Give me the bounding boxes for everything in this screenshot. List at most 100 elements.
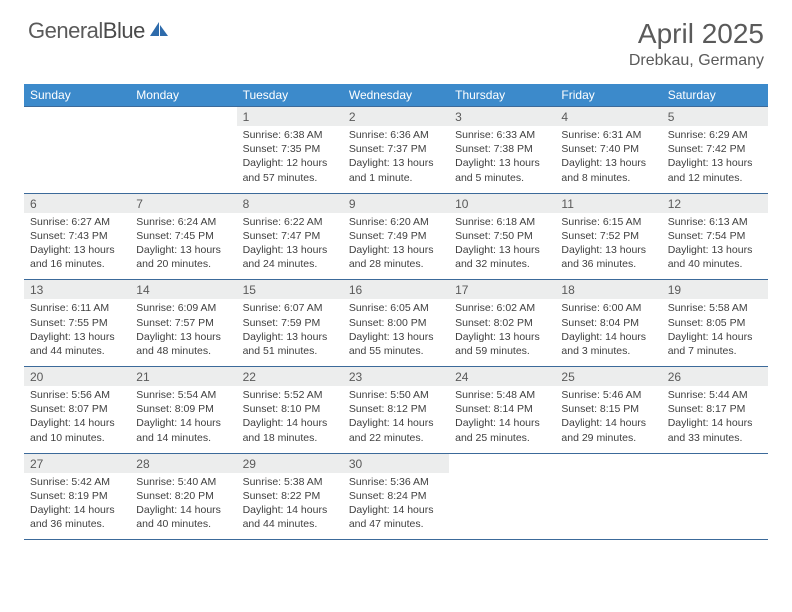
sunrise-text: Sunrise: 5:50 AM bbox=[349, 388, 443, 402]
day-detail-cell: Sunrise: 5:52 AMSunset: 8:10 PMDaylight:… bbox=[237, 386, 343, 453]
day-detail-cell: Sunrise: 5:42 AMSunset: 8:19 PMDaylight:… bbox=[24, 473, 130, 540]
sunset-text: Sunset: 8:02 PM bbox=[455, 316, 549, 330]
daylight-text: Daylight: 14 hours and 29 minutes. bbox=[561, 416, 655, 444]
sunset-text: Sunset: 8:15 PM bbox=[561, 402, 655, 416]
daylight-text: Daylight: 13 hours and 24 minutes. bbox=[243, 243, 337, 271]
sunset-text: Sunset: 7:59 PM bbox=[243, 316, 337, 330]
sunset-text: Sunset: 7:54 PM bbox=[668, 229, 762, 243]
day-detail-cell bbox=[555, 473, 661, 540]
col-wednesday: Wednesday bbox=[343, 84, 449, 107]
day-detail-row: Sunrise: 5:42 AMSunset: 8:19 PMDaylight:… bbox=[24, 473, 768, 540]
sunrise-text: Sunrise: 5:48 AM bbox=[455, 388, 549, 402]
daylight-text: Daylight: 14 hours and 3 minutes. bbox=[561, 330, 655, 358]
sunrise-text: Sunrise: 6:33 AM bbox=[455, 128, 549, 142]
day-detail-row: Sunrise: 6:38 AMSunset: 7:35 PM Daylight:… bbox=[24, 126, 768, 193]
daylight-text: Daylight: 13 hours and 59 minutes. bbox=[455, 330, 549, 358]
daylight-text: Daylight: 14 hours and 36 minutes. bbox=[30, 503, 124, 531]
sunset-text: Sunset: 8:07 PM bbox=[30, 402, 124, 416]
day-detail-cell: Sunrise: 6:27 AMSunset: 7:43 PMDaylight:… bbox=[24, 213, 130, 280]
logo-sail-icon bbox=[148, 20, 170, 38]
day-number-cell: 25 bbox=[555, 367, 661, 387]
day-number-cell bbox=[130, 107, 236, 127]
sunset-text: Sunset: 8:09 PM bbox=[136, 402, 230, 416]
day-detail-cell: Sunrise: 5:46 AMSunset: 8:15 PMDaylight:… bbox=[555, 386, 661, 453]
day-detail-cell: Sunrise: 5:58 AMSunset: 8:05 PMDaylight:… bbox=[662, 299, 768, 366]
daylight-text: Daylight: 13 hours and 20 minutes. bbox=[136, 243, 230, 271]
daylight-text: Daylight: 13 hours and 55 minutes. bbox=[349, 330, 443, 358]
day-detail-cell: Sunrise: 5:38 AMSunset: 8:22 PMDaylight:… bbox=[237, 473, 343, 540]
daylight-text: Daylight: 14 hours and 40 minutes. bbox=[136, 503, 230, 531]
sunrise-text: Sunrise: 5:44 AM bbox=[668, 388, 762, 402]
day-detail-row: Sunrise: 6:11 AMSunset: 7:55 PMDaylight:… bbox=[24, 299, 768, 366]
sunset-text: Sunset: 7:38 PM bbox=[455, 142, 549, 156]
day-number-cell: 8 bbox=[237, 193, 343, 213]
logo-text-blue: Blue bbox=[103, 18, 145, 43]
col-thursday: Thursday bbox=[449, 84, 555, 107]
sunrise-text: Sunrise: 6:15 AM bbox=[561, 215, 655, 229]
sunrise-text: Sunrise: 6:00 AM bbox=[561, 301, 655, 315]
sunrise-text: Sunrise: 5:58 AM bbox=[668, 301, 762, 315]
day-detail-cell: Sunrise: 6:31 AMSunset: 7:40 PMDaylight:… bbox=[555, 126, 661, 193]
day-number-cell: 7 bbox=[130, 193, 236, 213]
sunset-text: Sunset: 7:50 PM bbox=[455, 229, 549, 243]
day-number-row: 20212223242526 bbox=[24, 367, 768, 387]
sunrise-text: Sunrise: 6:20 AM bbox=[349, 215, 443, 229]
daylight-text: Daylight: 13 hours and 32 minutes. bbox=[455, 243, 549, 271]
logo-text: GeneralBlue bbox=[28, 18, 145, 44]
day-number-cell: 4 bbox=[555, 107, 661, 127]
calendar: Sunday Monday Tuesday Wednesday Thursday… bbox=[24, 84, 768, 540]
day-number-cell: 20 bbox=[24, 367, 130, 387]
day-detail-cell: Sunrise: 5:36 AMSunset: 8:24 PMDaylight:… bbox=[343, 473, 449, 540]
day-number-cell: 17 bbox=[449, 280, 555, 300]
sunset-text: Sunset: 8:17 PM bbox=[668, 402, 762, 416]
day-number-cell: 13 bbox=[24, 280, 130, 300]
sunrise-text: Sunrise: 6:36 AM bbox=[349, 128, 443, 142]
day-detail-cell bbox=[130, 126, 236, 193]
day-number-cell: 9 bbox=[343, 193, 449, 213]
daylight-text: Daylight: 13 hours and 5 minutes. bbox=[455, 156, 549, 184]
sunrise-text: Sunrise: 6:07 AM bbox=[243, 301, 337, 315]
day-detail-cell: Sunrise: 6:36 AMSunset: 7:37 PMDaylight:… bbox=[343, 126, 449, 193]
calendar-header-row: Sunday Monday Tuesday Wednesday Thursday… bbox=[24, 84, 768, 107]
day-detail-cell: Sunrise: 5:44 AMSunset: 8:17 PMDaylight:… bbox=[662, 386, 768, 453]
day-detail-cell bbox=[662, 473, 768, 540]
day-detail-cell bbox=[24, 126, 130, 193]
day-detail-cell: Sunrise: 5:50 AMSunset: 8:12 PMDaylight:… bbox=[343, 386, 449, 453]
day-detail-row: Sunrise: 5:56 AMSunset: 8:07 PMDaylight:… bbox=[24, 386, 768, 453]
sunset-text: Sunset: 7:55 PM bbox=[30, 316, 124, 330]
sunrise-text: Sunrise: 6:38 AM bbox=[243, 128, 337, 142]
daylight-text: Daylight: 14 hours and 33 minutes. bbox=[668, 416, 762, 444]
sunrise-text: Sunrise: 5:42 AM bbox=[30, 475, 124, 489]
daylight-text: Daylight: 13 hours and 16 minutes. bbox=[30, 243, 124, 271]
sunset-text: Sunset: 7:35 PM bbox=[243, 142, 337, 156]
sunrise-text: Sunrise: 5:52 AM bbox=[243, 388, 337, 402]
sunrise-text: Sunrise: 6:24 AM bbox=[136, 215, 230, 229]
daylight-text: Daylight: 14 hours and 44 minutes. bbox=[243, 503, 337, 531]
location: Drebkau, Germany bbox=[629, 52, 764, 70]
sunrise-text: Sunrise: 5:36 AM bbox=[349, 475, 443, 489]
day-detail-cell: Sunrise: 6:09 AMSunset: 7:57 PMDaylight:… bbox=[130, 299, 236, 366]
daylight-text: Daylight: 14 hours and 47 minutes. bbox=[349, 503, 443, 531]
day-number-cell: 27 bbox=[24, 453, 130, 473]
daylight-text: Daylight: 13 hours and 44 minutes. bbox=[30, 330, 124, 358]
day-number-row: 27282930 bbox=[24, 453, 768, 473]
col-friday: Friday bbox=[555, 84, 661, 107]
sunrise-text: Sunrise: 6:18 AM bbox=[455, 215, 549, 229]
day-number-cell: 2 bbox=[343, 107, 449, 127]
day-detail-cell: Sunrise: 6:05 AMSunset: 8:00 PMDaylight:… bbox=[343, 299, 449, 366]
day-detail-cell: Sunrise: 6:22 AMSunset: 7:47 PMDaylight:… bbox=[237, 213, 343, 280]
day-number-cell: 15 bbox=[237, 280, 343, 300]
col-sunday: Sunday bbox=[24, 84, 130, 107]
title-block: April 2025 Drebkau, Germany bbox=[629, 18, 764, 70]
day-detail-cell: Sunrise: 6:20 AMSunset: 7:49 PMDaylight:… bbox=[343, 213, 449, 280]
sunset-text: Sunset: 7:47 PM bbox=[243, 229, 337, 243]
day-detail-cell: Sunrise: 5:40 AMSunset: 8:20 PMDaylight:… bbox=[130, 473, 236, 540]
logo-text-general: General bbox=[28, 18, 103, 43]
day-detail-cell: Sunrise: 6:15 AMSunset: 7:52 PMDaylight:… bbox=[555, 213, 661, 280]
day-number-cell bbox=[24, 107, 130, 127]
day-number-cell: 30 bbox=[343, 453, 449, 473]
day-number-row: 12345 bbox=[24, 107, 768, 127]
day-number-cell: 29 bbox=[237, 453, 343, 473]
sunset-text: Sunset: 8:04 PM bbox=[561, 316, 655, 330]
daylight-text: Daylight: 13 hours and 48 minutes. bbox=[136, 330, 230, 358]
